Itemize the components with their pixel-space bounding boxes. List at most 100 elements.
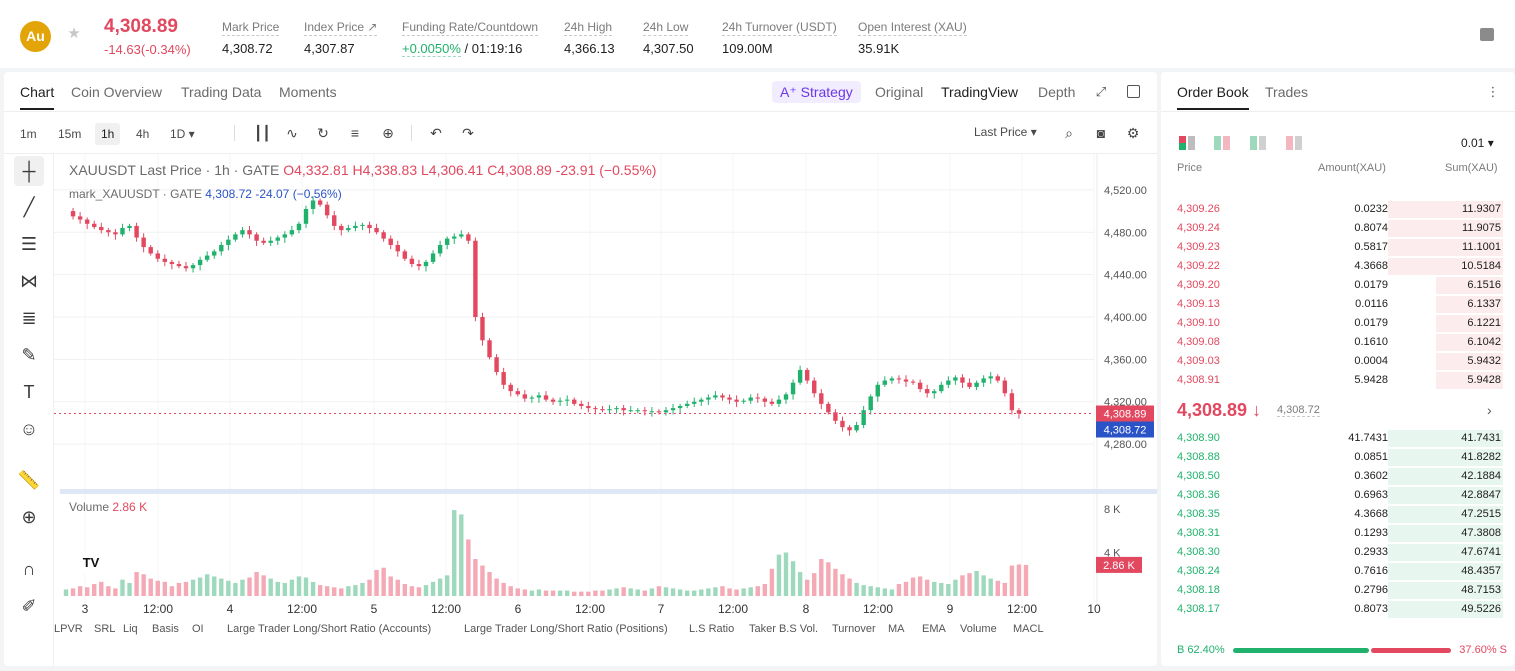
zoom-icon[interactable]: ⊕ <box>21 507 37 527</box>
ask-row[interactable]: 4,309.13 0.0116 6.1337 <box>1161 295 1515 314</box>
gear-icon[interactable]: ⚙ <box>1126 125 1140 141</box>
indicator-5[interactable]: Large Trader Long/Short Ratio (Accounts) <box>227 623 432 635</box>
bid-row[interactable]: 4,308.35 4.3668 47.2515 <box>1161 505 1515 524</box>
timeframe-15m[interactable]: 15m <box>58 127 82 141</box>
layout-bids-only-icon[interactable] <box>1250 136 1266 150</box>
bid-row[interactable]: 4,308.90 41.7431 41.7431 <box>1161 429 1515 448</box>
timeframe-1m[interactable]: 1m <box>20 127 37 141</box>
emoji-icon[interactable]: ☺ <box>19 419 39 439</box>
stat-24h-high: 24h High 4,366.13 <box>564 20 615 56</box>
undo-icon[interactable]: ↶ <box>430 125 442 141</box>
indicator-13[interactable]: MACL <box>1013 623 1044 635</box>
trend-line-icon[interactable]: ╱ <box>23 197 35 217</box>
row-sum: 11.1001 <box>1462 241 1501 253</box>
tab-order-book[interactable]: Order Book <box>1177 84 1249 110</box>
tab-trades[interactable]: Trades <box>1265 84 1309 100</box>
indicator-1[interactable]: SRL <box>94 623 116 635</box>
add-indicator-icon[interactable]: ⊕ <box>382 125 394 141</box>
window-icon[interactable] <box>1127 85 1140 98</box>
view-depth[interactable]: Depth <box>1038 84 1076 100</box>
ask-row[interactable]: 4,309.08 0.1610 6.1042 <box>1161 333 1515 352</box>
indicator-10[interactable]: MA <box>888 623 905 635</box>
edit-icon[interactable]: ✐ <box>21 596 37 616</box>
layout-asks-only-icon[interactable] <box>1286 136 1302 150</box>
brush-icon[interactable]: ✎ <box>21 345 37 365</box>
fib-icon[interactable]: ≣ <box>21 308 37 328</box>
candle-body <box>967 382 972 387</box>
mark-legend: mark_XAUUSDT · GATE 4,308.72 -24.07 (−0.… <box>69 187 342 201</box>
pattern-icon[interactable]: ⋈ <box>20 271 38 291</box>
horizontal-lines-icon[interactable]: ☰ <box>20 234 38 254</box>
expand-icon[interactable]: ⤢ <box>1095 84 1107 99</box>
layout-bids-icon[interactable] <box>1214 136 1230 150</box>
price-chart[interactable]: 4,520.00 4,480.00 4,440.00 4,400.00 4,360.00… <box>54 154 1157 666</box>
bid-row[interactable]: 4,308.88 0.0851 41.8282 <box>1161 448 1515 467</box>
bid-row[interactable]: 4,308.30 0.2933 47.6741 <box>1161 543 1515 562</box>
ask-row[interactable]: 4,309.22 4.3668 10.5184 <box>1161 257 1515 276</box>
indicator-4[interactable]: OI <box>192 623 204 635</box>
depth-bar <box>1388 563 1503 580</box>
indicator-2[interactable]: Liq <box>123 623 138 635</box>
refresh-icon[interactable]: ↻ <box>317 125 329 141</box>
ask-row[interactable]: 4,309.20 0.0179 6.1516 <box>1161 276 1515 295</box>
ask-row[interactable]: 4,309.26 0.0232 11.9307 <box>1161 200 1515 219</box>
text-icon[interactable]: T <box>23 382 35 402</box>
ruler-icon[interactable]: 📏 <box>17 470 41 490</box>
timeframe-1d-dropdown[interactable]: 1D ▾ <box>170 127 195 141</box>
drawing-tools: ┼ ╱ ☰ ⋈ ≣ ✎ T ☺ 📏 ⊕ ∩ ✐ <box>4 154 54 666</box>
camera-icon[interactable]: ◙ <box>1096 125 1106 141</box>
indicators-icon[interactable]: ∿ <box>286 125 298 141</box>
tick-size-select[interactable]: 0.01 ▾ <box>1461 136 1494 150</box>
bid-row[interactable]: 4,308.31 0.1293 47.3808 <box>1161 524 1515 543</box>
bid-row[interactable]: 4,308.24 0.7616 48.4357 <box>1161 562 1515 581</box>
price-type-select[interactable]: Last Price ▾ <box>974 125 1037 139</box>
search-icon[interactable]: ⌕ <box>1065 125 1073 141</box>
layout-both-icon[interactable] <box>1179 136 1195 150</box>
chevron-right-icon[interactable]: › <box>1487 402 1492 418</box>
crosshair-icon[interactable]: ┼ <box>14 156 44 186</box>
strategy-button[interactable]: A⁺ Strategy <box>772 81 861 103</box>
settings-list-icon[interactable]: ≡ <box>350 125 360 141</box>
indicator-8[interactable]: Taker B.S Vol. <box>749 623 819 635</box>
candle-body <box>939 384 944 392</box>
ask-row[interactable]: 4,308.91 5.9428 5.9428 <box>1161 371 1515 390</box>
tab-trading-data[interactable]: Trading Data <box>181 84 262 100</box>
view-original[interactable]: Original <box>875 84 924 100</box>
ask-row[interactable]: 4,309.03 0.0004 5.9432 <box>1161 352 1515 371</box>
stat-index-price[interactable]: Index Price ↗ 4,307.87 <box>304 20 378 56</box>
tradingview-logo[interactable]: TV <box>78 552 104 574</box>
depth-bar <box>1436 372 1503 389</box>
indicator-11[interactable]: EMA <box>922 623 946 635</box>
timeframe-4h[interactable]: 4h <box>136 127 150 141</box>
tab-moments[interactable]: Moments <box>279 84 337 100</box>
bid-row[interactable]: 4,308.17 0.8073 49.5226 <box>1161 600 1515 619</box>
volume-bar <box>459 514 464 596</box>
indicator-6[interactable]: Large Trader Long/Short Ratio (Positions… <box>464 623 668 635</box>
indicator-3[interactable]: Basis <box>152 623 179 635</box>
magnet-icon[interactable]: ∩ <box>22 559 36 579</box>
indicator-0[interactable]: LPVR <box>54 623 83 635</box>
indicator-7[interactable]: L.S Ratio <box>689 623 735 635</box>
book-icon[interactable] <box>1480 28 1494 41</box>
tab-chart[interactable]: Chart <box>20 84 55 110</box>
favorite-star-icon[interactable]: ★ <box>67 25 81 42</box>
more-icon[interactable]: ⋮ <box>1486 84 1500 99</box>
bid-row[interactable]: 4,308.36 0.6963 42.8847 <box>1161 486 1515 505</box>
ask-row[interactable]: 4,309.23 0.5817 11.1001 <box>1161 238 1515 257</box>
timeframe-1h[interactable]: 1h <box>95 123 121 145</box>
candle-body <box>473 240 478 317</box>
ask-row[interactable]: 4,309.24 0.8074 11.9075 <box>1161 219 1515 238</box>
redo-icon[interactable]: ↷ <box>462 125 474 141</box>
row-amount: 0.1293 <box>1354 527 1388 539</box>
tab-coin-overview[interactable]: Coin Overview <box>71 84 163 100</box>
volume-tick-label: 4 K <box>1104 548 1121 560</box>
candle-type-icon[interactable]: ┃┃ <box>254 125 271 141</box>
view-tradingview[interactable]: TradingView <box>941 84 1019 100</box>
ask-row[interactable]: 4,309.10 0.0179 6.1221 <box>1161 314 1515 333</box>
indicator-12[interactable]: Volume <box>960 623 997 635</box>
volume-bar <box>896 584 902 596</box>
indicator-9[interactable]: Turnover <box>832 623 876 635</box>
bid-row[interactable]: 4,308.50 0.3602 42.1884 <box>1161 467 1515 486</box>
plot-area[interactable]: 4,520.00 4,480.00 4,440.00 4,400.00 4,360.00… <box>54 154 1157 666</box>
bid-row[interactable]: 4,308.18 0.2796 48.7153 <box>1161 581 1515 600</box>
